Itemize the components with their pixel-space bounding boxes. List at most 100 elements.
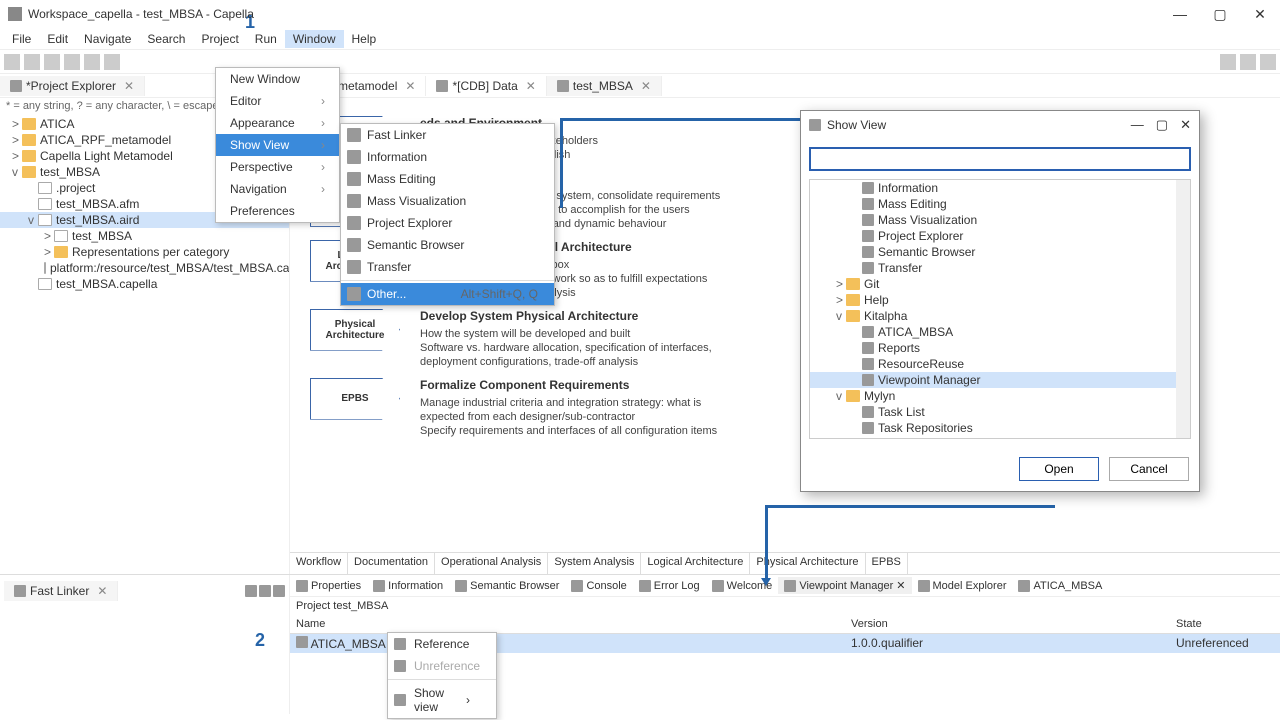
filter-input[interactable]	[809, 147, 1191, 171]
tree-item[interactable]: platform:/resource/test_MBSA/test_MBSA.c…	[0, 260, 289, 276]
submenu-item[interactable]: Information	[341, 146, 554, 168]
workflow-shape[interactable]: Physical Architecture	[310, 309, 400, 351]
tree-item[interactable]: test_MBSA.capella	[0, 276, 289, 292]
row-state: Unreferenced	[1170, 634, 1280, 653]
title-bar: Workspace_capella - test_MBSA - Capella …	[0, 0, 1280, 28]
project-explorer-tab[interactable]: *Project Explorer ✕	[0, 76, 145, 96]
menu-search[interactable]: Search	[139, 30, 193, 48]
fast-linker-tab[interactable]: Fast Linker ✕	[4, 581, 118, 601]
tree-item[interactable]: >Help	[810, 292, 1190, 308]
tree-item[interactable]: Viewpoint Manager	[810, 372, 1190, 388]
workflow-tab[interactable]: Documentation	[348, 553, 435, 574]
menu-navigate[interactable]: Navigate	[76, 30, 139, 48]
tree-item[interactable]: Transfer	[810, 260, 1190, 276]
workflow-tab[interactable]: System Analysis	[548, 553, 641, 574]
view-tab[interactable]: ATICA_MBSA	[1012, 578, 1108, 594]
submenu-item[interactable]: Mass Visualization	[341, 190, 554, 212]
view-tab[interactable]: Information	[367, 578, 449, 594]
row-name: ATICA_MBSA	[311, 637, 386, 651]
view-tab[interactable]: Error Log	[633, 578, 706, 594]
view-tab[interactable]: Properties	[290, 578, 367, 594]
editor-tab[interactable]: *[CDB] Data✕	[426, 76, 546, 96]
submenu-item[interactable]: Project Explorer	[341, 212, 554, 234]
tree-item[interactable]: Task List	[810, 404, 1190, 420]
view-icon[interactable]	[245, 585, 257, 597]
menu-help[interactable]: Help	[344, 30, 385, 48]
col-name[interactable]: Name	[290, 615, 845, 633]
view-tab[interactable]: Viewpoint Manager✕	[778, 577, 911, 594]
editor-tab[interactable]: test_MBSA✕	[547, 76, 662, 96]
tree-item[interactable]: Task Repositories	[810, 420, 1190, 436]
workflow-tab[interactable]: Logical Architecture	[641, 553, 750, 574]
menu-item[interactable]: Show View›	[216, 134, 339, 156]
tool-icon[interactable]	[84, 54, 100, 70]
scrollbar[interactable]	[1176, 180, 1190, 438]
submenu-item[interactable]: Transfer	[341, 256, 554, 278]
close-tab-icon[interactable]: ✕	[124, 79, 134, 93]
workflow-tab[interactable]: EPBS	[866, 553, 908, 574]
tree-item[interactable]: Mass Editing	[810, 196, 1190, 212]
fast-linker-view: Fast Linker ✕	[0, 575, 290, 714]
tree-item[interactable]: Information	[810, 180, 1190, 196]
context-item[interactable]: Reference	[388, 633, 496, 655]
menu-item[interactable]: New Window	[216, 68, 339, 90]
view-icon[interactable]	[273, 585, 285, 597]
tool-icon[interactable]	[64, 54, 80, 70]
menu-item[interactable]: Navigation›	[216, 178, 339, 200]
context-item: Unreference	[388, 655, 496, 677]
tree-item[interactable]: Semantic Browser	[810, 244, 1190, 260]
col-state[interactable]: State	[1170, 615, 1280, 633]
new-icon[interactable]	[4, 54, 20, 70]
view-icon[interactable]	[259, 585, 271, 597]
view-tab[interactable]: Semantic Browser	[449, 578, 565, 594]
save-icon[interactable]	[24, 54, 40, 70]
close-tab-icon[interactable]: ✕	[97, 584, 107, 598]
dialog-titlebar: Show View — ▢ ✕	[801, 111, 1199, 139]
view-tab[interactable]: Model Explorer	[912, 578, 1013, 594]
submenu-item[interactable]: Fast Linker	[341, 124, 554, 146]
row-version: 1.0.0.qualifier	[845, 634, 1170, 653]
menu-item[interactable]: Preferences	[216, 200, 339, 222]
workflow-tab[interactable]: Operational Analysis	[435, 553, 548, 574]
view-tab[interactable]: Console	[565, 578, 632, 594]
menu-item[interactable]: Appearance›	[216, 112, 339, 134]
maximize-button[interactable]: ▢	[1200, 0, 1240, 28]
tool-icon[interactable]	[104, 54, 120, 70]
menu-edit[interactable]: Edit	[39, 30, 76, 48]
tree-item[interactable]: >test_MBSA	[0, 228, 289, 244]
context-item[interactable]: Show view›	[388, 682, 496, 718]
tree-item[interactable]: >Representations per category	[0, 244, 289, 260]
maximize-icon[interactable]: ▢	[1156, 117, 1168, 133]
workflow-shape[interactable]: EPBS	[310, 378, 400, 420]
tree-item[interactable]: vKitalpha	[810, 308, 1190, 324]
tree-item[interactable]: Reports	[810, 340, 1190, 356]
tool-icon[interactable]	[44, 54, 60, 70]
submenu-item[interactable]: Mass Editing	[341, 168, 554, 190]
workflow-tab[interactable]: Workflow	[290, 553, 348, 574]
tree-item[interactable]: >Git	[810, 276, 1190, 292]
submenu-item[interactable]: Semantic Browser	[341, 234, 554, 256]
close-button[interactable]: ✕	[1240, 0, 1280, 28]
menu-item[interactable]: Editor›	[216, 90, 339, 112]
close-icon[interactable]: ✕	[1180, 117, 1191, 133]
cancel-button[interactable]: Cancel	[1109, 457, 1189, 481]
perspective-icon[interactable]	[1260, 54, 1276, 70]
tree-item[interactable]: Project Explorer	[810, 228, 1190, 244]
perspective-icon[interactable]	[1240, 54, 1256, 70]
menu-item[interactable]: Perspective›	[216, 156, 339, 178]
menu-window[interactable]: Window	[285, 30, 344, 48]
tree-item[interactable]: vMylyn	[810, 388, 1190, 404]
minimize-icon[interactable]: —	[1131, 117, 1144, 133]
tree-item[interactable]: ResourceReuse	[810, 356, 1190, 372]
open-button[interactable]: Open	[1019, 457, 1099, 481]
link-icon	[14, 585, 26, 597]
menu-file[interactable]: File	[4, 30, 39, 48]
minimize-button[interactable]: —	[1160, 0, 1200, 28]
col-version[interactable]: Version	[845, 615, 1170, 633]
menu-project[interactable]: Project	[193, 30, 246, 48]
tree-item[interactable]: Mass Visualization	[810, 212, 1190, 228]
search-icon[interactable]	[1220, 54, 1236, 70]
tree-item[interactable]: ATICA_MBSA	[810, 324, 1190, 340]
submenu-item[interactable]: Other...Alt+Shift+Q, Q	[341, 283, 554, 305]
folder-icon	[10, 80, 22, 92]
